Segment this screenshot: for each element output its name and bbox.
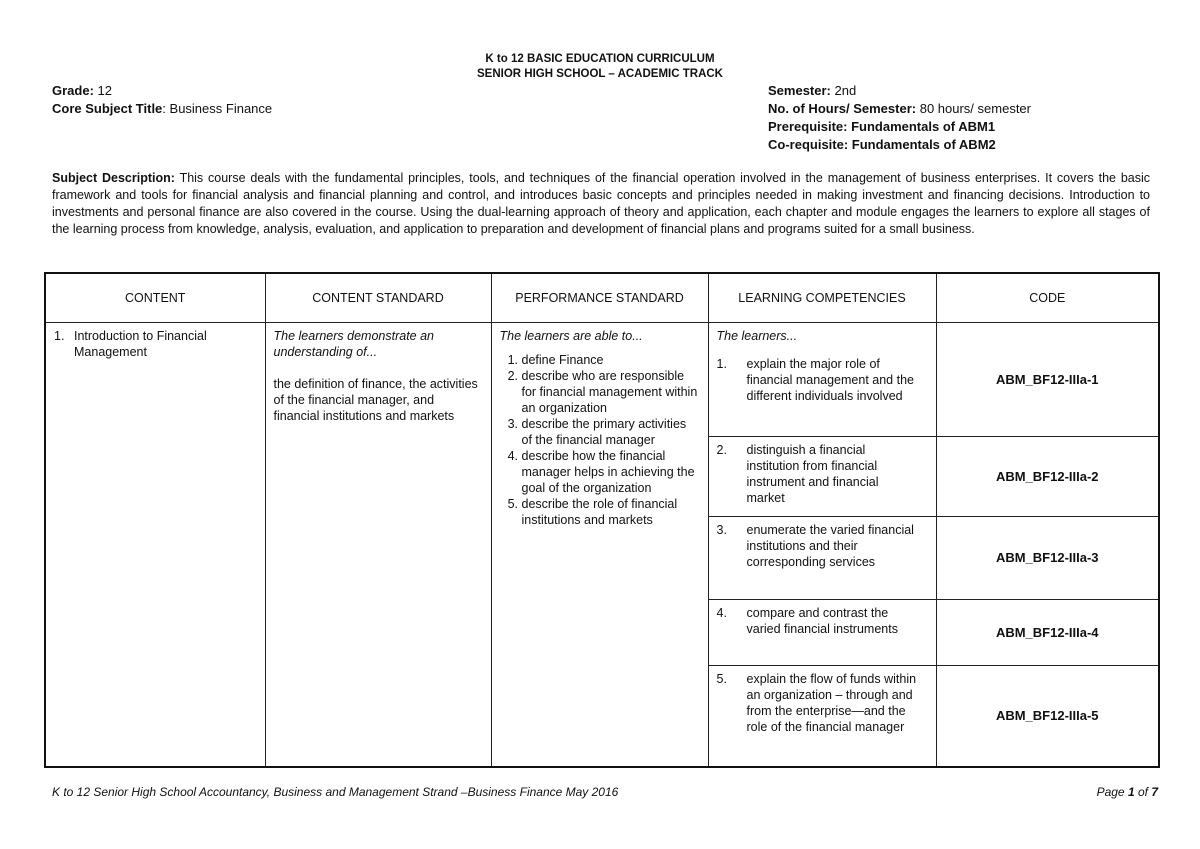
performance-standard-intro: The learners are able to...	[499, 329, 643, 343]
code-cell: ABM_BF12-IIIa-3	[935, 516, 1160, 600]
content-standard-text: the definition of finance, the activitie…	[273, 377, 478, 423]
code-cell: ABM_BF12-IIIa-4	[935, 599, 1160, 666]
competency-cell: 4. compare and contrast the varied financ…	[707, 599, 937, 666]
table-header-row: CONTENT CONTENT STANDARD PERFORMANCE STA…	[44, 272, 1160, 323]
performance-standard-list: define Finance describe who are responsi…	[500, 352, 700, 528]
grade-info: Grade: 12 Core Subject Title: Business Fi…	[52, 82, 272, 118]
table-row: 1. Introduction to Financial Management T…	[44, 322, 1160, 767]
competency-cell: 3. enumerate the varied financial institu…	[707, 516, 937, 600]
competencies-intro: The learners...	[716, 329, 798, 343]
competency-num: 5.	[716, 672, 727, 686]
header-code: CODE	[935, 272, 1160, 323]
table-row: 4. compare and contrast the varied financ…	[45, 599, 1160, 666]
code-cell: ABM_BF12-IIIa-5	[935, 665, 1160, 767]
footer: K to 12 Senior High School Accountancy, …	[52, 785, 1158, 799]
prerequisite: Prerequisite: Fundamentals of ABM1	[768, 119, 996, 134]
list-item: define Finance	[522, 352, 700, 368]
header-content-standard: CONTENT STANDARD	[264, 272, 492, 323]
table-row: 5. explain the flow of funds within an or…	[45, 665, 1160, 767]
track-title: SENIOR HIGH SCHOOL – ACADEMIC TRACK	[477, 68, 723, 80]
page-total: 7	[1151, 785, 1158, 799]
competency-cell: 5. explain the flow of funds within an or…	[707, 665, 937, 767]
competency-num: 3.	[716, 523, 727, 537]
hours-label: No. of Hours/ Semester:	[768, 101, 917, 116]
semester-value: 2nd	[834, 83, 857, 98]
header-content: CONTENT	[44, 272, 266, 323]
page-of: of	[1134, 785, 1152, 799]
content-standard-intro: The learners demonstrate an understandin…	[273, 329, 435, 359]
page-current: 1	[1127, 785, 1135, 799]
page-prefix: Page	[1096, 785, 1128, 799]
competency-text: compare and contrast the varied financia…	[746, 606, 898, 636]
competency-text: explain the major role of financial mana…	[746, 357, 914, 403]
table-row: 3. enumerate the varied financial institu…	[45, 516, 1160, 600]
competency-text: enumerate the varied financial instituti…	[746, 523, 914, 569]
content-text: Introduction to Financial Management	[74, 329, 207, 359]
competency-cell: 2. distinguish a financial institution fr…	[707, 436, 937, 517]
hours-value: 80 hours/ semester	[919, 101, 1031, 116]
competency-text: distinguish a financial institution from…	[746, 443, 879, 505]
footer-text: K to 12 Senior High School Accountancy, …	[52, 785, 619, 799]
code-cell: ABM_BF12-IIIa-1	[935, 322, 1160, 437]
header-performance-standard: PERFORMANCE STANDARD	[490, 272, 709, 323]
code-cell: ABM_BF12-IIIa-2	[935, 436, 1160, 517]
content-standard-cell: The learners demonstrate an understandin…	[264, 322, 492, 767]
list-item: describe how the financial manager helps…	[522, 448, 700, 496]
curriculum-table: CONTENT CONTENT STANDARD PERFORMANCE STA…	[44, 272, 1160, 768]
semester-info: Semester: 2nd No. of Hours/ Semester: 80 …	[768, 82, 1031, 154]
competency-text: explain the flow of funds within an orga…	[746, 672, 917, 734]
subject-label: Core Subject Title	[52, 101, 163, 116]
curriculum-title: K to 12 BASIC EDUCATION CURRICULUM	[485, 53, 715, 65]
subject-description: Subject Description: This course deals w…	[52, 170, 1150, 238]
table-row: 2. distinguish a financial institution fr…	[45, 436, 1160, 517]
competency-num: 1.	[716, 357, 727, 371]
description-text: This course deals with the fundamental p…	[52, 171, 1151, 236]
description-label: Subject Description:	[52, 171, 175, 185]
competency-cell: The learners... 1. explain the major role …	[707, 322, 937, 437]
competency-num: 4.	[716, 606, 727, 620]
semester-label: Semester:	[768, 83, 831, 98]
corequisite: Co-requisite: Fundamentals of ABM2	[768, 137, 996, 152]
content-cell: 1. Introduction to Financial Management	[44, 322, 266, 767]
competency-num: 2.	[716, 443, 727, 457]
grade-label: Grade:	[52, 83, 94, 98]
subject-value: : Business Finance	[162, 101, 273, 116]
list-item: describe the role of financial instituti…	[522, 496, 700, 528]
list-item: describe who are responsible for financi…	[522, 368, 700, 416]
list-item: describe the primary activities of the f…	[522, 416, 700, 448]
page-number: Page 1 of 7	[1097, 785, 1158, 799]
header-learning-competencies: LEARNING COMPETENCIES	[707, 272, 937, 323]
performance-standard-cell: The learners are able to... define Finan…	[490, 322, 709, 767]
content-num: 1.	[54, 329, 65, 343]
grade-value: 12	[97, 83, 112, 98]
